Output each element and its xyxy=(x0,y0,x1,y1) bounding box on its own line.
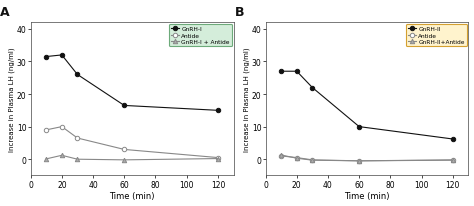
Legend: GnRH-II, Antide, GnRH-II+Antide: GnRH-II, Antide, GnRH-II+Antide xyxy=(406,25,467,47)
Y-axis label: Increase in Plasma LH (ng/ml): Increase in Plasma LH (ng/ml) xyxy=(244,47,250,151)
Text: A: A xyxy=(0,6,10,19)
Legend: GnRH-I, Antide, GnRH-I + Antide: GnRH-I, Antide, GnRH-I + Antide xyxy=(169,25,232,47)
X-axis label: Time (min): Time (min) xyxy=(344,192,390,200)
Y-axis label: Increase in Plasma LH (ng/ml): Increase in Plasma LH (ng/ml) xyxy=(9,47,15,151)
Text: B: B xyxy=(235,6,245,19)
X-axis label: Time (min): Time (min) xyxy=(109,192,155,200)
